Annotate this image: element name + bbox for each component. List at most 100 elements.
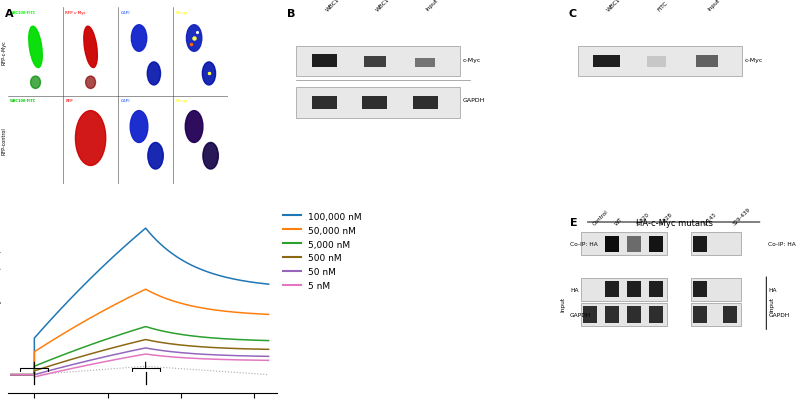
FancyBboxPatch shape	[694, 307, 707, 323]
Line: 5,000 nM: 5,000 nM	[11, 327, 269, 375]
FancyBboxPatch shape	[647, 57, 666, 68]
FancyBboxPatch shape	[691, 278, 741, 301]
Text: c-Myc: c-Myc	[745, 58, 763, 63]
Text: c-Myc: c-Myc	[463, 58, 482, 63]
Text: Input: Input	[770, 296, 774, 311]
5 nM	[206, 357, 216, 362]
50 nM	[141, 346, 150, 350]
FancyBboxPatch shape	[413, 97, 438, 110]
Text: Input: Input	[425, 0, 439, 12]
5 nM	[213, 357, 222, 362]
FancyBboxPatch shape	[650, 282, 663, 298]
50 nM	[264, 354, 274, 359]
Text: HA-c-Myc mutants: HA-c-Myc mutants	[636, 219, 713, 228]
Text: 1-328: 1-328	[658, 212, 673, 227]
FancyBboxPatch shape	[605, 236, 619, 252]
Text: HA: HA	[570, 287, 578, 292]
FancyBboxPatch shape	[627, 282, 641, 298]
FancyBboxPatch shape	[650, 307, 663, 323]
50 nM	[83, 358, 93, 363]
500 nM	[244, 346, 254, 351]
Text: GAPDH: GAPDH	[570, 312, 591, 317]
Text: FITC: FITC	[657, 0, 669, 12]
Text: E: E	[570, 217, 578, 227]
Ellipse shape	[29, 27, 42, 69]
FancyBboxPatch shape	[605, 307, 619, 323]
5,000 nM	[262, 338, 272, 343]
FancyBboxPatch shape	[581, 278, 667, 301]
5 nM	[30, 375, 39, 379]
5 nM	[141, 352, 150, 356]
Ellipse shape	[75, 111, 106, 166]
50,000 nM	[212, 308, 222, 313]
FancyBboxPatch shape	[605, 282, 619, 298]
50 nM	[212, 352, 222, 357]
Ellipse shape	[186, 26, 202, 52]
Ellipse shape	[203, 143, 218, 170]
100,000 nM	[6, 372, 16, 377]
5,000 nM	[6, 372, 16, 377]
Ellipse shape	[86, 77, 95, 89]
Text: WBC100-FITC: WBC100-FITC	[10, 11, 37, 15]
FancyBboxPatch shape	[691, 233, 741, 256]
Text: WBC100+WBC100-FITC: WBC100+WBC100-FITC	[375, 0, 427, 12]
Legend: 100,000 nM, 50,000 nM, 5,000 nM, 500 nM, 50 nM, 5 nM: 100,000 nM, 50,000 nM, 5,000 nM, 500 nM,…	[283, 212, 362, 291]
FancyBboxPatch shape	[696, 56, 718, 68]
50,000 nM	[83, 317, 93, 322]
Text: HA: HA	[768, 287, 777, 292]
Text: WBC100-FITC: WBC100-FITC	[606, 0, 638, 12]
Text: WT: WT	[614, 217, 624, 227]
Text: Input: Input	[707, 0, 722, 12]
50,000 nM	[206, 307, 215, 312]
Text: GAPDH: GAPDH	[768, 312, 790, 317]
Ellipse shape	[84, 27, 98, 69]
Text: Control: Control	[592, 209, 610, 227]
Text: DAPI: DAPI	[120, 99, 130, 103]
500 nM	[212, 345, 222, 350]
Y-axis label: Relative response (RU): Relative response (RU)	[0, 249, 2, 360]
Text: DAPI: DAPI	[120, 11, 130, 15]
Text: 329-439: 329-439	[731, 207, 751, 227]
5 nM	[44, 371, 54, 376]
FancyBboxPatch shape	[578, 47, 742, 77]
Text: WBC100-FITC: WBC100-FITC	[10, 99, 37, 103]
Text: C: C	[569, 9, 577, 19]
Text: GAPDH: GAPDH	[463, 98, 486, 103]
50 nM	[43, 369, 53, 373]
5 nM	[246, 358, 255, 363]
5,000 nM	[141, 324, 150, 329]
FancyBboxPatch shape	[722, 307, 737, 323]
FancyBboxPatch shape	[627, 307, 641, 323]
Ellipse shape	[148, 143, 163, 170]
5,000 nM	[212, 336, 222, 341]
50,000 nM	[6, 372, 16, 377]
500 nM	[141, 337, 150, 342]
Text: Co-IP: HA: Co-IP: HA	[570, 242, 598, 247]
Ellipse shape	[202, 63, 215, 86]
500 nM	[262, 347, 272, 352]
100,000 nM	[262, 282, 272, 287]
FancyBboxPatch shape	[362, 97, 387, 110]
5 nM	[85, 363, 94, 367]
50,000 nM	[43, 341, 53, 346]
Text: B: B	[286, 9, 295, 19]
50,000 nM	[141, 287, 150, 292]
FancyBboxPatch shape	[694, 282, 707, 298]
5 nM	[264, 358, 274, 363]
5,000 nM	[244, 338, 254, 342]
5,000 nM	[264, 338, 274, 343]
FancyBboxPatch shape	[364, 57, 386, 68]
Text: Merge: Merge	[175, 11, 188, 15]
FancyBboxPatch shape	[296, 47, 460, 77]
100,000 nM	[83, 279, 93, 284]
500 nM	[206, 345, 215, 350]
FancyBboxPatch shape	[593, 56, 619, 68]
FancyBboxPatch shape	[296, 88, 460, 118]
Text: Input: Input	[560, 296, 565, 311]
50 nM	[206, 352, 215, 357]
Ellipse shape	[186, 111, 203, 143]
100,000 nM	[212, 273, 222, 277]
Text: A: A	[5, 9, 14, 19]
FancyBboxPatch shape	[694, 236, 707, 252]
50,000 nM	[244, 311, 254, 316]
